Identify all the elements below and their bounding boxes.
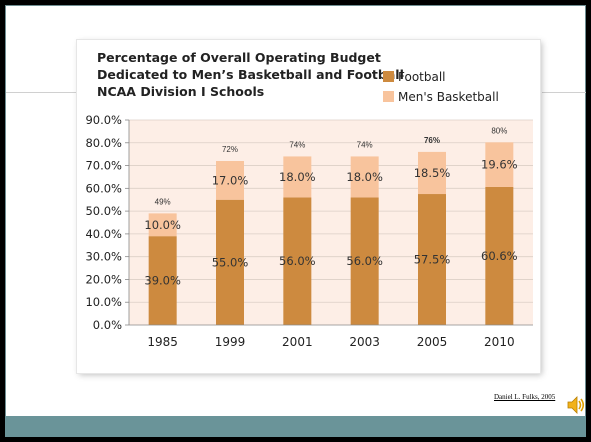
data-label-total: 72% (222, 145, 238, 154)
bar-basketball (216, 161, 244, 200)
bars (148, 142, 514, 325)
legend-label-football: Football (398, 70, 446, 84)
data-label-football: 60.6% (481, 249, 518, 263)
legend-swatch-basketball (383, 91, 394, 102)
data-label-total: 74% (357, 140, 373, 149)
data-label-basketball: 18.5% (414, 166, 451, 180)
bar-basketball (283, 156, 312, 198)
chart-card: Percentage of Overall Operating Budget D… (77, 40, 540, 373)
bar-football (485, 186, 514, 325)
chart-title-line: NCAA Division I Schools (97, 84, 264, 99)
data-label-basketball: 18.0% (346, 170, 383, 184)
bar-football (350, 197, 379, 325)
data-label-total: 80% (491, 126, 507, 135)
bar-basketball (350, 156, 379, 198)
y-tick-label: 0.0% (93, 318, 122, 332)
x-tick-label: 2010 (484, 335, 515, 349)
chart-title: Percentage of Overall Operating Budget D… (97, 50, 404, 99)
bar-football (418, 194, 446, 325)
legend-label-basketball: Men's Basketball (398, 90, 499, 104)
y-tick-label: 40.0% (85, 227, 122, 241)
y-tick-label: 50.0% (85, 204, 122, 218)
data-label-football: 55.0% (212, 255, 249, 269)
chart-title-line: Dedicated to Men’s Basketball and Footba… (97, 67, 404, 82)
data-label-total: 76% (424, 136, 440, 145)
axes: 0.0% 10.0% 20.0% 30.0% 40.0% 50.0% 60.0% 70.0% 8… (85, 113, 533, 349)
data-label-basketball: 10.0% (144, 218, 181, 232)
data-label-football: 56.0% (279, 254, 316, 268)
plot-area (129, 120, 533, 325)
data-label-total: 74% (289, 140, 305, 149)
data-labels: 39.0% 10.0% 49% 55.0% 17.0% 72% 56.0% 18.0% 74% 5… (144, 126, 517, 287)
data-label-total: 49% (155, 197, 171, 206)
data-label-football: 57.5% (414, 253, 451, 267)
y-tick-label: 60.0% (85, 181, 122, 195)
y-tick-label: 80.0% (85, 136, 122, 150)
bar-basketball (485, 142, 514, 187)
y-tick-label: 70.0% (85, 159, 122, 173)
x-tick-label: 2003 (349, 335, 380, 349)
bar-basketball (418, 151, 446, 195)
y-tick-label: 30.0% (85, 250, 122, 264)
data-label-basketball: 17.0% (212, 173, 249, 187)
x-tick-label: 1985 (147, 335, 178, 349)
x-tick-label: 1999 (215, 335, 246, 349)
data-label-basketball: 19.6% (481, 158, 518, 172)
legend-swatch-football (383, 71, 394, 82)
speaker-icon[interactable] (565, 394, 587, 416)
bar-basketball (148, 213, 177, 237)
legend: Football Men's Basketball (383, 70, 499, 104)
chart: Percentage of Overall Operating Budget D… (85, 50, 533, 349)
y-tick-label: 20.0% (85, 272, 122, 286)
y-tick-label: 10.0% (85, 295, 122, 309)
data-label-football: 39.0% (144, 274, 181, 288)
author-credit-link[interactable]: Daniel L. Fulks, 2005 (494, 393, 556, 401)
chart-title-line: Percentage of Overall Operating Budget (97, 50, 381, 65)
grid (129, 119, 533, 303)
data-label-football: 56.0% (346, 254, 383, 268)
guide-line-right (542, 92, 586, 93)
y-tick-label: 90.0% (85, 113, 122, 127)
bar-football (283, 197, 312, 325)
x-tick-label: 2001 (282, 335, 313, 349)
x-tick-label: 2005 (417, 335, 448, 349)
guide-line-left (6, 92, 78, 93)
footer-band (5, 416, 586, 437)
bar-football (216, 199, 244, 325)
data-label-basketball: 18.0% (279, 170, 316, 184)
bar-football (148, 236, 177, 325)
